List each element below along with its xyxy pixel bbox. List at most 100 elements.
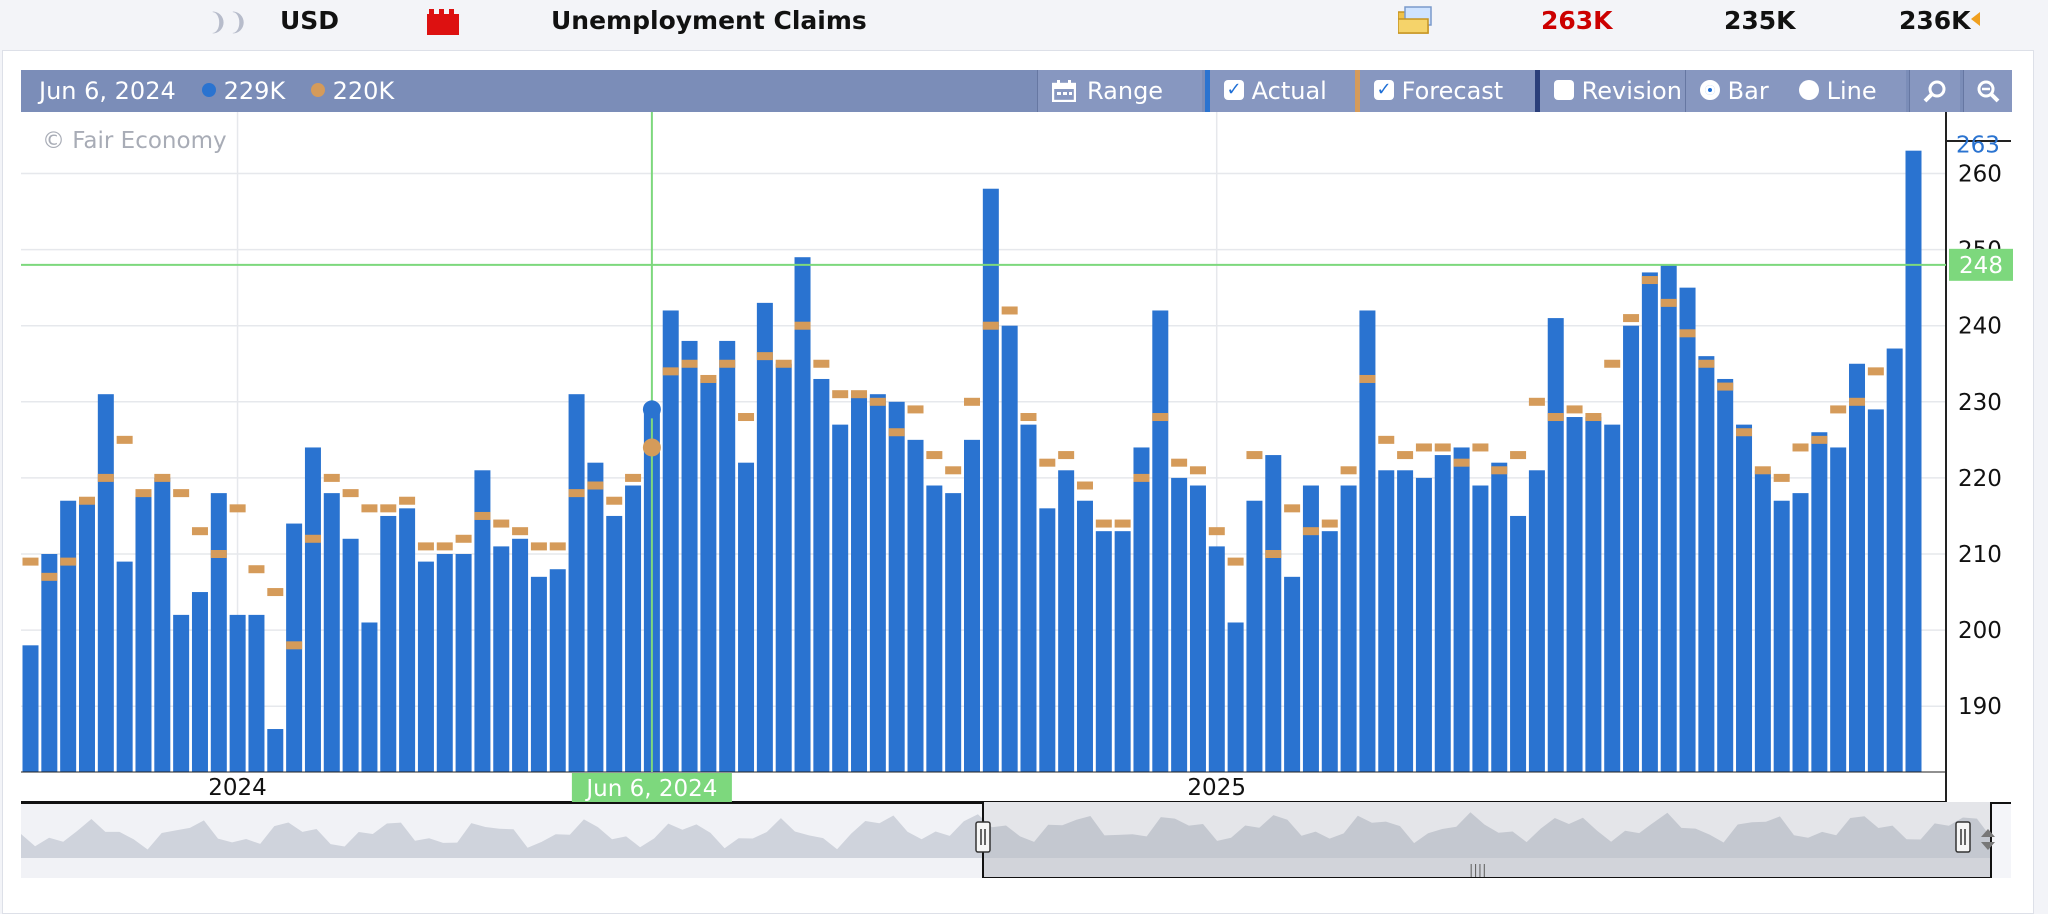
actual-bar[interactable] <box>1058 470 1075 772</box>
actual-bar[interactable] <box>229 614 246 772</box>
actual-bar[interactable] <box>1717 378 1734 772</box>
actual-bar[interactable] <box>1830 447 1847 772</box>
actual-bar[interactable] <box>1227 622 1244 772</box>
actual-toggle[interactable]: ✓ Actual <box>1205 70 1356 112</box>
bar-option[interactable]: Bar <box>1700 70 1769 112</box>
actual-bar[interactable] <box>851 394 868 772</box>
forecast-marker[interactable] <box>1604 359 1621 368</box>
forecast-marker[interactable] <box>1020 413 1037 422</box>
revision-checkbox[interactable] <box>1554 80 1574 100</box>
forecast-marker[interactable] <box>907 405 924 414</box>
actual-bar[interactable] <box>1453 447 1470 772</box>
forecast-marker[interactable] <box>229 504 246 513</box>
actual-bar[interactable] <box>323 493 340 772</box>
actual-bar[interactable] <box>1321 531 1338 772</box>
actual-bar[interactable] <box>1189 485 1206 772</box>
forecast-marker[interactable] <box>380 504 397 513</box>
forecast-marker[interactable] <box>1830 405 1847 414</box>
actual-bar[interactable] <box>907 439 924 772</box>
forecast-marker[interactable] <box>361 504 378 513</box>
actual-bar[interactable] <box>1698 356 1715 772</box>
actual-bar[interactable] <box>1547 318 1564 772</box>
forecast-marker[interactable] <box>1547 413 1564 422</box>
actual-bar[interactable] <box>1397 470 1414 772</box>
forecast-marker[interactable] <box>888 428 905 437</box>
forecast-marker[interactable] <box>1095 519 1112 528</box>
forecast-marker[interactable] <box>1698 359 1715 368</box>
forecast-marker[interactable] <box>530 542 547 551</box>
actual-bar[interactable] <box>1378 470 1395 772</box>
actual-bar[interactable] <box>1039 508 1056 772</box>
forecast-marker[interactable] <box>267 588 284 597</box>
actual-bar[interactable] <box>1114 531 1131 772</box>
actual-bar[interactable] <box>926 485 943 772</box>
forecast-marker[interactable] <box>304 534 321 543</box>
forecast-marker[interactable] <box>60 557 77 566</box>
actual-bar[interactable] <box>832 424 849 772</box>
forecast-marker[interactable] <box>323 473 340 482</box>
forecast-marker[interactable] <box>681 359 698 368</box>
forecast-marker[interactable] <box>1208 527 1225 536</box>
forecast-marker[interactable] <box>738 413 755 422</box>
actual-bar[interactable] <box>888 401 905 772</box>
actual-bar[interactable] <box>1359 310 1376 772</box>
actual-bar[interactable] <box>1020 424 1037 772</box>
forecast-marker[interactable] <box>926 451 943 460</box>
actual-bar[interactable] <box>97 394 114 772</box>
actual-bar[interactable] <box>606 515 623 772</box>
actual-bar[interactable] <box>1566 417 1583 772</box>
actual-bar[interactable] <box>568 394 585 772</box>
actual-bar[interactable] <box>399 508 416 772</box>
forecast-marker[interactable] <box>1227 557 1244 566</box>
forecast-marker[interactable] <box>1510 451 1527 460</box>
forecast-marker[interactable] <box>342 489 359 498</box>
forecast-marker[interactable] <box>1415 443 1432 452</box>
forecast-marker[interactable] <box>1491 466 1508 475</box>
actual-bar[interactable] <box>304 447 321 772</box>
forecast-marker[interactable] <box>794 321 811 330</box>
forecast-marker[interactable] <box>1039 458 1056 467</box>
actual-bar[interactable] <box>662 310 679 772</box>
actual-bar[interactable] <box>1001 325 1018 772</box>
forecast-marker[interactable] <box>22 557 39 566</box>
forecast-marker[interactable] <box>1867 367 1884 376</box>
actual-bar[interactable] <box>1623 325 1640 772</box>
forecast-marker[interactable] <box>964 397 980 406</box>
forecast-marker[interactable] <box>1736 428 1753 437</box>
forecast-marker[interactable] <box>1321 519 1338 528</box>
actual-bar[interactable] <box>173 614 190 772</box>
forecast-marker[interactable] <box>1284 504 1301 513</box>
actual-bar[interactable] <box>116 561 133 772</box>
navigator-scrollbar[interactable] <box>983 858 1991 878</box>
actual-bar[interactable] <box>1811 432 1828 772</box>
actual-bar[interactable] <box>22 645 39 772</box>
actual-bar[interactable] <box>813 378 830 772</box>
forecast-marker[interactable] <box>1849 397 1866 406</box>
actual-bar[interactable] <box>549 569 566 772</box>
actual-bar[interactable] <box>1095 531 1112 772</box>
forecast-marker[interactable] <box>832 390 849 399</box>
forecast-marker[interactable] <box>512 527 529 536</box>
actual-bar[interactable] <box>700 378 717 772</box>
forecast-marker[interactable] <box>1189 466 1206 475</box>
forecast-marker[interactable] <box>549 542 566 551</box>
forecast-marker[interactable] <box>1453 458 1470 467</box>
actual-bar[interactable] <box>756 302 773 772</box>
forecast-marker[interactable] <box>1585 413 1602 422</box>
forecast-marker[interactable] <box>191 527 208 536</box>
actual-bar[interactable] <box>719 340 736 772</box>
line-option[interactable]: Line <box>1799 70 1877 112</box>
forecast-marker[interactable] <box>756 352 773 361</box>
actual-bar[interactable] <box>436 554 453 772</box>
forecast-marker[interactable] <box>1679 329 1696 338</box>
forecast-marker[interactable] <box>1302 527 1319 536</box>
actual-bar[interactable] <box>530 576 547 772</box>
right-handle[interactable] <box>1955 821 1971 853</box>
actual-bar[interactable] <box>1754 470 1771 772</box>
actual-bar[interactable] <box>982 188 999 773</box>
actual-bar[interactable] <box>493 546 510 772</box>
actual-bar[interactable] <box>1265 455 1282 772</box>
forecast-marker[interactable] <box>455 534 472 543</box>
actual-bar[interactable] <box>1585 417 1602 772</box>
forecast-marker[interactable] <box>116 435 133 444</box>
